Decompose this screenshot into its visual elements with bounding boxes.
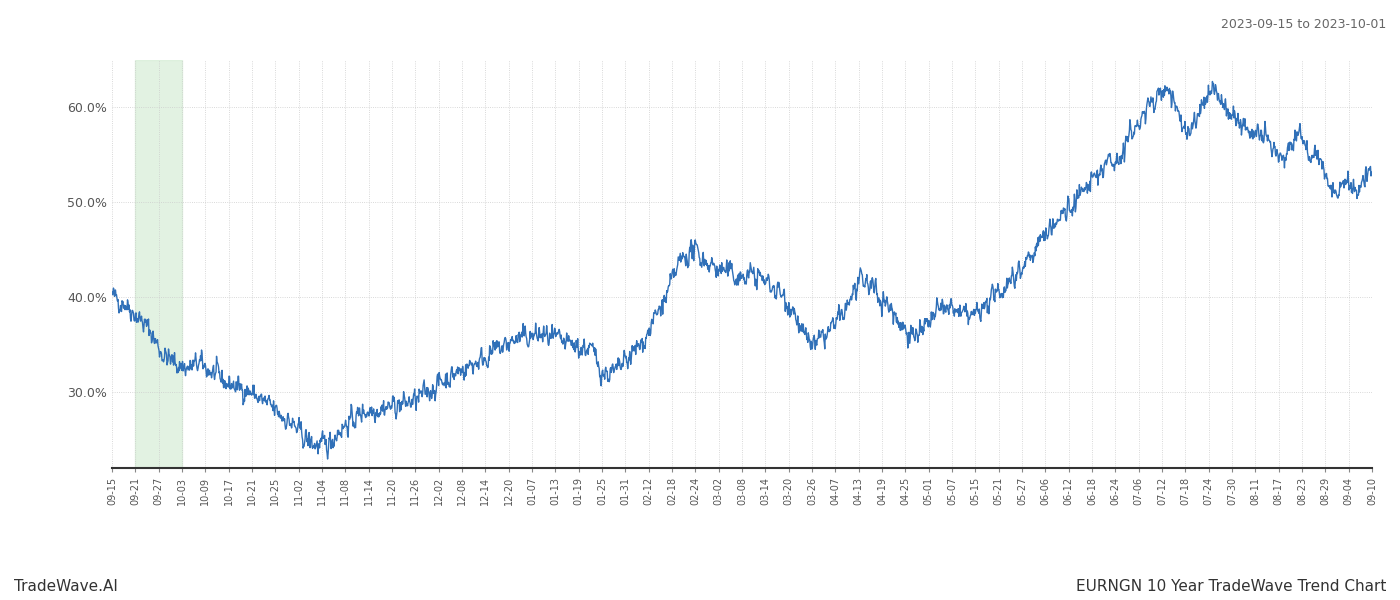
Text: 2023-09-15 to 2023-10-01: 2023-09-15 to 2023-10-01 [1221, 18, 1386, 31]
Bar [136, 60, 182, 468]
Text: TradeWave.AI: TradeWave.AI [14, 579, 118, 594]
Text: EURNGN 10 Year TradeWave Trend Chart: EURNGN 10 Year TradeWave Trend Chart [1075, 579, 1386, 594]
